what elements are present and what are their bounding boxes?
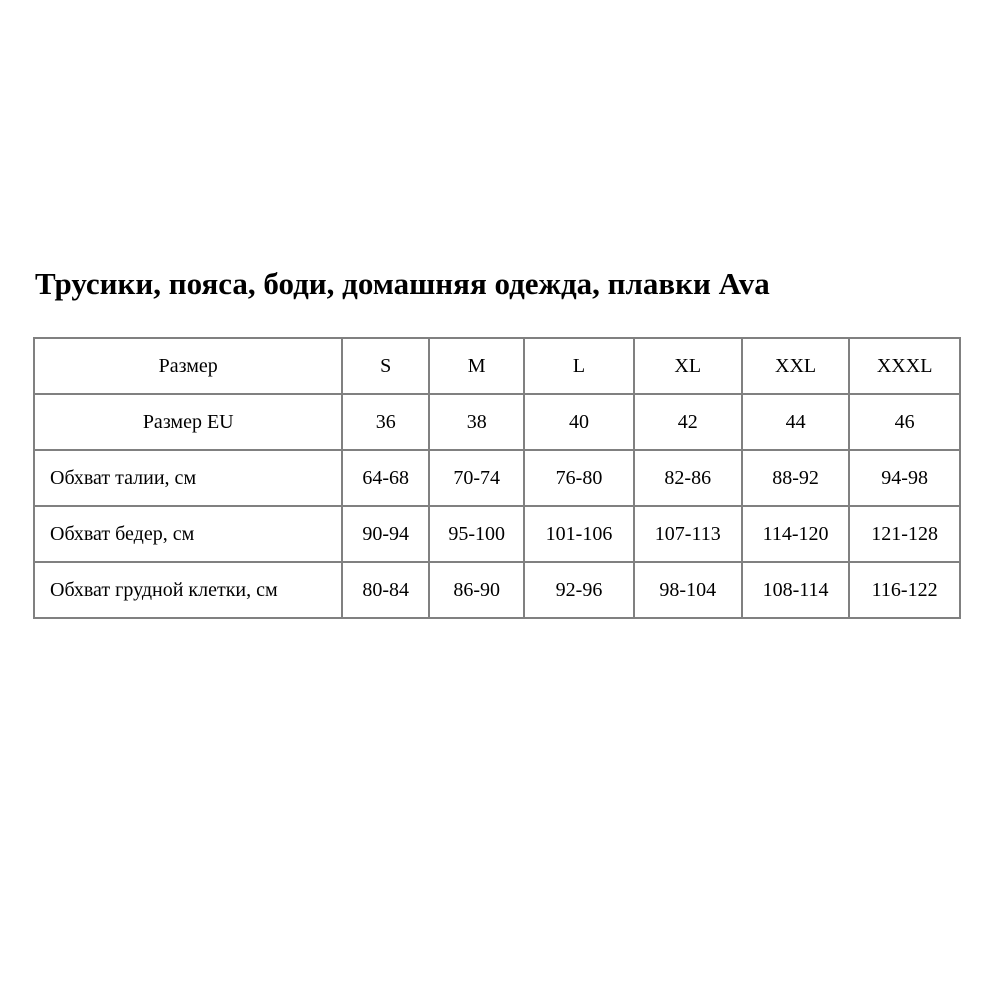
table-cell: 70-74 (427, 449, 526, 507)
table-cell: 107-113 (632, 505, 743, 563)
table-cell: L (523, 337, 635, 395)
row-label: Размер (32, 337, 344, 395)
table-cell: 98-104 (632, 561, 743, 619)
table-cell: 64-68 (341, 449, 430, 507)
table-cell: 95-100 (427, 505, 526, 563)
table-cell: XL (632, 337, 743, 395)
table-header-row: Размер S M L XL XXL XXXL (32, 337, 961, 395)
table-cell: 82-86 (632, 449, 743, 507)
table-cell: 40 (523, 393, 635, 451)
table-row: Обхват талии, см 64-68 70-74 76-80 82-86 88-9… (32, 449, 961, 507)
table-cell: 80-84 (341, 561, 430, 619)
size-chart-table: Размер S M L XL XXL XXXL Размер EU 36 38 40 42 44 46 О… (32, 337, 961, 619)
table-cell: 92-96 (523, 561, 635, 619)
table-cell: S (341, 337, 430, 395)
table-cell: 44 (740, 393, 851, 451)
table-cell: M (427, 337, 526, 395)
table-cell: 76-80 (523, 449, 635, 507)
row-label: Размер EU (32, 393, 344, 451)
table-cell: 42 (632, 393, 743, 451)
table-cell: 114-120 (740, 505, 851, 563)
table-cell: 94-98 (848, 449, 961, 507)
table-row: Размер EU 36 38 40 42 44 46 (32, 393, 961, 451)
table-cell: 101-106 (523, 505, 635, 563)
table-row: Обхват грудной клетки, см 80-84 86-90 92-96… (32, 561, 961, 619)
row-label: Обхват талии, см (32, 449, 344, 507)
table-cell: XXXL (848, 337, 961, 395)
table-cell: 36 (341, 393, 430, 451)
table-cell: 38 (427, 393, 526, 451)
row-label: Обхват грудной клетки, см (32, 561, 344, 619)
table-cell: 90-94 (341, 505, 430, 563)
row-label: Обхват бедер, см (32, 505, 344, 563)
table-row: Обхват бедер, см 90-94 95-100 101-106 107-11… (32, 505, 961, 563)
table-cell: 86-90 (427, 561, 526, 619)
table-cell: XXL (740, 337, 851, 395)
table-cell: 116-122 (848, 561, 961, 619)
table-cell: 121-128 (848, 505, 961, 563)
table-cell: 108-114 (740, 561, 851, 619)
page-title: Трусики, пояса, боди, домашняя одежда, п… (35, 266, 770, 301)
table-cell: 46 (848, 393, 961, 451)
table-cell: 88-92 (740, 449, 851, 507)
